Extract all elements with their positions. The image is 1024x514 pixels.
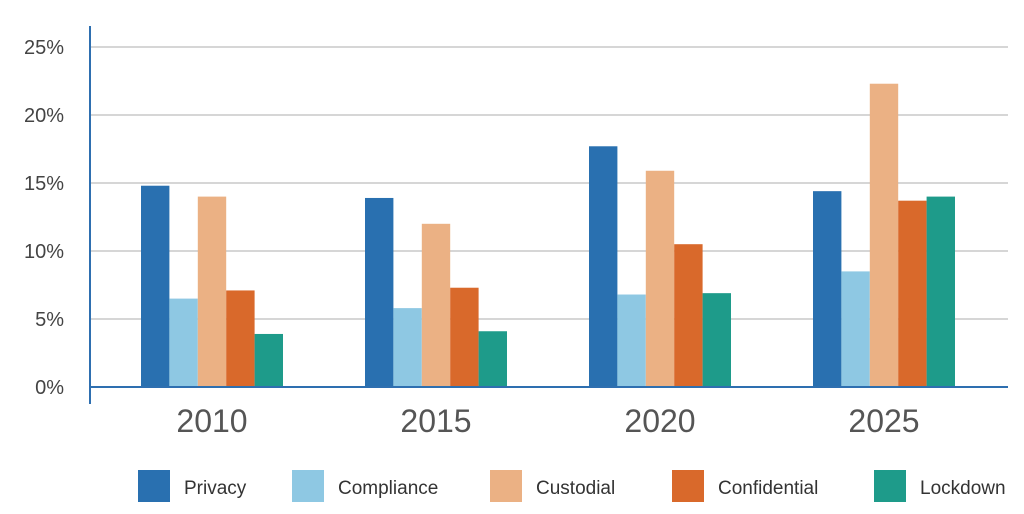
y-tick-label: 10% — [24, 241, 64, 263]
bar-lockdown-2020 — [702, 293, 731, 387]
bar-compliance-2015 — [393, 308, 422, 387]
legend-swatch-custodial — [490, 470, 522, 502]
x-tick-label: 2020 — [624, 403, 695, 439]
bar-lockdown-2010 — [254, 333, 283, 387]
legend-label-compliance: Compliance — [338, 478, 438, 499]
bar-confidential-2015 — [450, 287, 479, 387]
y-axis-tick-labels: 0% 5% 10% 15% 20% 25% — [24, 37, 64, 399]
bars — [141, 83, 955, 387]
legend-swatch-privacy — [138, 470, 170, 502]
bar-custodial-2010 — [197, 196, 227, 387]
bar-compliance-2025 — [841, 271, 870, 387]
legend-label-privacy: Privacy — [184, 478, 247, 499]
bar-lockdown-2025 — [926, 196, 955, 387]
bar-privacy-2015 — [365, 197, 394, 387]
legend-swatch-confidential — [672, 470, 704, 502]
bar-confidential-2010 — [226, 290, 255, 387]
bar-compliance-2010 — [169, 298, 198, 387]
legend-swatch-lockdown — [874, 470, 906, 502]
x-tick-label: 2025 — [848, 403, 919, 439]
bar-privacy-2020 — [589, 146, 618, 387]
legend-swatch-compliance — [292, 470, 324, 502]
legend-label-lockdown: Lockdown — [920, 478, 1006, 499]
legend: Privacy Compliance Custodial Confidential Lo… — [138, 470, 1006, 502]
bar-custodial-2020 — [645, 170, 675, 387]
bar-custodial-2025 — [869, 83, 899, 387]
x-tick-label: 2010 — [176, 403, 247, 439]
x-tick-label: 2015 — [400, 403, 471, 439]
y-tick-label: 15% — [24, 173, 64, 195]
y-tick-label: 0% — [35, 377, 64, 399]
legend-label-custodial: Custodial — [536, 478, 615, 499]
bar-confidential-2020 — [674, 244, 703, 387]
bar-privacy-2010 — [141, 185, 170, 387]
legend-label-confidential: Confidential — [718, 478, 818, 499]
bar-lockdown-2015 — [478, 331, 507, 387]
bar-confidential-2025 — [898, 200, 927, 387]
bar-privacy-2025 — [813, 191, 842, 387]
x-axis-tick-labels: 2010 2015 2020 2025 — [176, 403, 919, 439]
y-tick-label: 25% — [24, 37, 64, 59]
y-tick-label: 20% — [24, 105, 64, 127]
bar-custodial-2015 — [421, 223, 451, 387]
y-tick-label: 5% — [35, 309, 64, 331]
bar-compliance-2020 — [617, 294, 646, 387]
